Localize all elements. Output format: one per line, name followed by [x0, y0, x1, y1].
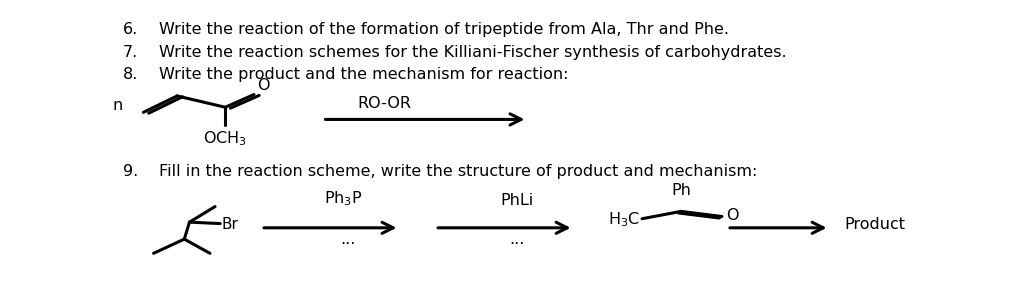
Text: Fill in the reaction scheme, write the structure of product and mechanism:: Fill in the reaction scheme, write the s…	[159, 164, 757, 179]
Text: 9.: 9.	[123, 164, 138, 179]
Text: Ph: Ph	[671, 183, 691, 198]
Text: PhLi: PhLi	[501, 193, 534, 208]
Text: ...: ...	[340, 231, 356, 247]
Text: H$_3$C: H$_3$C	[608, 210, 640, 229]
Text: Write the reaction of the formation of tripeptide from Ala, Thr and Phe.: Write the reaction of the formation of t…	[159, 22, 729, 37]
Text: O: O	[726, 208, 738, 224]
Text: Ph$_3$P: Ph$_3$P	[324, 189, 362, 208]
Text: Product: Product	[845, 217, 906, 233]
Text: ...: ...	[509, 231, 525, 247]
Text: Br: Br	[221, 217, 238, 233]
Text: Write the reaction schemes for the Killiani-Fischer synthesis of carbohydrates.: Write the reaction schemes for the Killi…	[159, 45, 786, 60]
Text: RO-OR: RO-OR	[357, 96, 411, 111]
Text: n: n	[113, 98, 123, 113]
Text: 7.: 7.	[123, 45, 138, 60]
Text: Write the product and the mechanism for reaction:: Write the product and the mechanism for …	[159, 67, 568, 83]
Text: O: O	[257, 78, 269, 93]
Text: 6.: 6.	[123, 22, 138, 37]
Text: 8.: 8.	[123, 67, 138, 83]
Text: OCH$_3$: OCH$_3$	[203, 129, 248, 148]
